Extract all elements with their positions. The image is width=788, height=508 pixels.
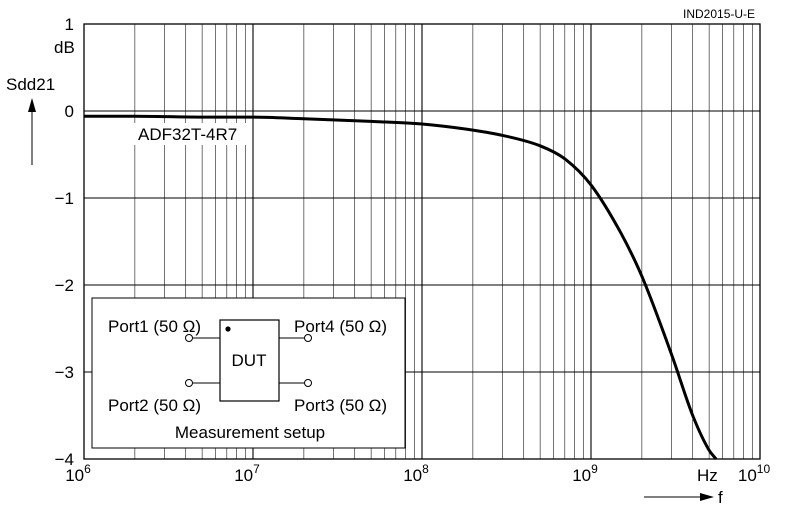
port4-label: Port4 (50 Ω) [294, 317, 387, 336]
y-tick-label: −3 [55, 363, 74, 382]
y-tick-label: 0 [65, 102, 74, 121]
x-tick-label: 1010 [738, 462, 771, 485]
x-axis-arrow [644, 493, 714, 501]
y-tick-label: −4 [55, 450, 74, 469]
y-axis-label: Sdd21 [6, 75, 55, 94]
port3-label: Port3 (50 Ω) [294, 396, 387, 415]
port1-terminal-icon [185, 334, 193, 342]
port1-label: Port1 (50 Ω) [108, 317, 201, 336]
x-tick-label: 109 [572, 462, 598, 485]
port2-terminal-icon [185, 379, 193, 387]
y-unit-label: dB [54, 38, 75, 57]
y-tick-label: −2 [55, 276, 74, 295]
y-axis-arrow [28, 98, 36, 165]
measurement-setup-inset: DUT Port1 (50 Ω) Port4 (50 Ω) Port2 (50 … [91, 297, 406, 449]
y-tick-label: −1 [55, 189, 74, 208]
x-tick-label: 107 [234, 462, 260, 485]
port2-label: Port2 (50 Ω) [108, 396, 201, 415]
x-unit-label: Hz [697, 466, 718, 485]
plot-frame [83, 23, 761, 460]
inset-caption: Measurement setup [175, 423, 325, 442]
x-axis-label: f [718, 488, 723, 507]
series-line-adf32t-4r7 [84, 114, 718, 460]
x-tick-label: 108 [403, 462, 429, 485]
x-tick-label: 106 [65, 462, 91, 485]
port3-terminal-icon [304, 379, 312, 387]
y-tick-label: 1 [65, 15, 74, 34]
figure-id: IND2015-U-E [683, 7, 755, 21]
series-label-background [132, 123, 250, 145]
series-label: ADF32T-4R7 [138, 125, 237, 144]
x-tick-labels: 106 107 108 109 1010 [65, 462, 770, 485]
dut-box [219, 319, 280, 402]
dut-label: DUT [232, 351, 267, 370]
y-tick-labels: 1 0 −1 −2 −3 −4 [55, 15, 74, 469]
port4-terminal-icon [304, 334, 312, 342]
pin1-marker-icon [225, 326, 231, 332]
